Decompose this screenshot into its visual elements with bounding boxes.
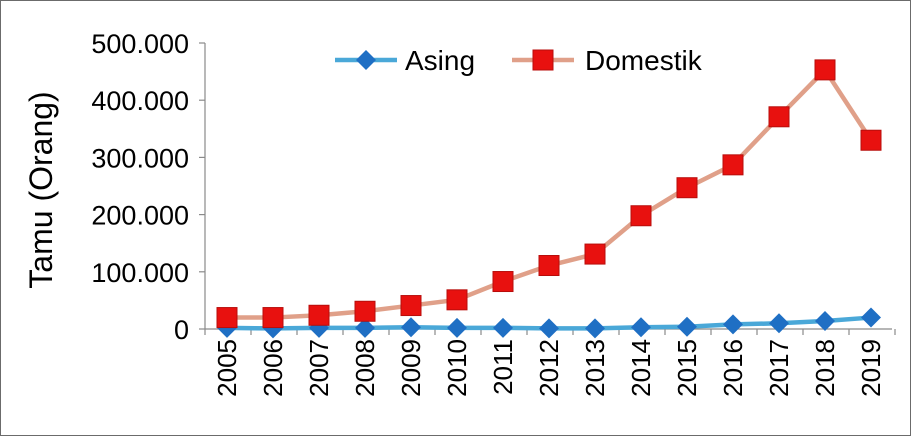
- x-tick-label: 2015: [672, 339, 702, 397]
- data-point-asing: [815, 310, 835, 331]
- data-point-domestik: [584, 243, 606, 265]
- x-tick-label: 2008: [350, 339, 380, 397]
- y-tick-label: 200.000: [91, 201, 189, 231]
- x-tick-label: 2019: [856, 339, 886, 397]
- data-point-domestik: [538, 255, 560, 277]
- data-point-domestik: [446, 289, 468, 311]
- x-tick-label: 2005: [212, 339, 242, 397]
- y-tick-label: 300.000: [91, 143, 189, 173]
- data-point-asing: [493, 317, 513, 338]
- data-point-asing: [447, 317, 467, 338]
- x-tick-label: 2018: [810, 339, 840, 397]
- x-tick-label: 2006: [258, 339, 288, 397]
- data-point-domestik: [400, 295, 422, 317]
- data-point-asing: [861, 307, 881, 328]
- legend-label-asing: Asing: [405, 45, 475, 76]
- y-axis-title: Tamu (Orang): [23, 91, 59, 288]
- data-point-domestik: [768, 106, 790, 128]
- x-tick-label: 2007: [304, 339, 334, 397]
- x-tick-label: 2014: [626, 339, 656, 397]
- x-tick-label: 2011: [488, 339, 518, 395]
- data-point-domestik: [216, 307, 238, 329]
- y-tick-label: 0: [174, 315, 189, 345]
- data-point-domestik: [630, 205, 652, 227]
- legend-marker-asing: [356, 50, 376, 70]
- data-point-domestik: [308, 304, 330, 326]
- y-tick-label: 100.000: [91, 258, 189, 288]
- data-point-asing: [355, 317, 375, 338]
- data-point-domestik: [860, 129, 882, 151]
- data-point-domestik: [354, 300, 376, 322]
- x-tick-label: 2016: [718, 339, 748, 397]
- x-tick-label: 2012: [534, 339, 564, 397]
- data-point-domestik: [676, 177, 698, 199]
- x-tick-label: 2009: [396, 339, 426, 397]
- legend-label-domestik: Domestik: [585, 45, 703, 76]
- data-point-domestik: [492, 271, 514, 293]
- y-tick-label: 500.000: [91, 29, 189, 59]
- data-point-asing: [585, 318, 605, 339]
- data-point-domestik: [722, 154, 744, 176]
- y-tick-label: 400.000: [91, 86, 189, 116]
- x-tick-label: 2017: [764, 339, 794, 397]
- data-point-domestik: [814, 59, 836, 81]
- data-point-domestik: [262, 307, 284, 329]
- data-point-asing: [401, 317, 421, 338]
- x-tick-label: 2013: [580, 339, 610, 397]
- data-point-asing: [769, 313, 789, 334]
- data-point-asing: [723, 314, 743, 335]
- x-tick-label: 2010: [442, 339, 472, 397]
- data-point-asing: [631, 317, 651, 338]
- legend-marker-domestik: [532, 49, 554, 71]
- data-point-asing: [677, 316, 697, 337]
- data-point-asing: [539, 318, 559, 339]
